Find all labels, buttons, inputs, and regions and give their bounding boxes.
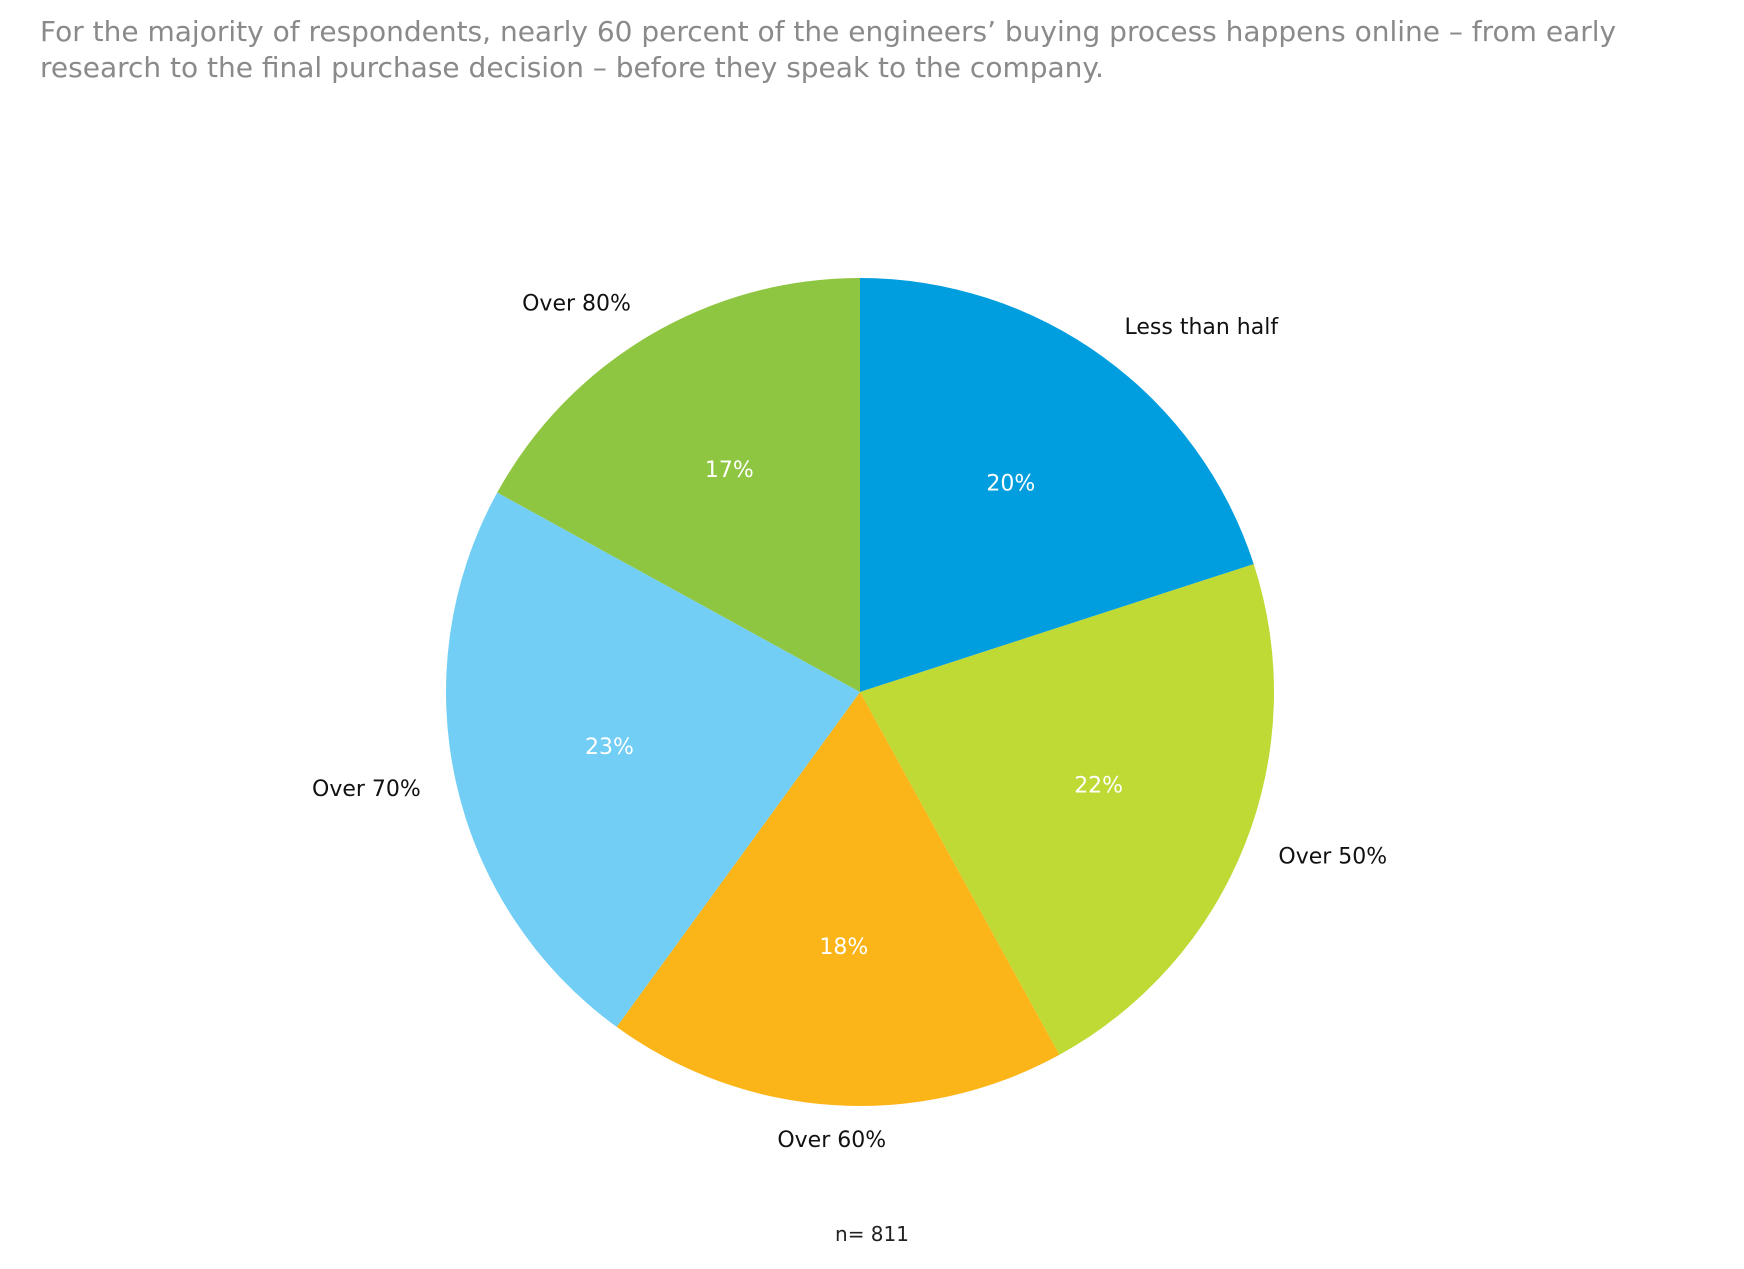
pie-value-label-over-80: 17% [705, 458, 754, 483]
pie-category-label-over-70: Over 70% [312, 777, 421, 802]
pie-category-label-less-than-half: Less than half [1125, 315, 1280, 340]
pie-slice-over-80 [497, 278, 860, 692]
pie-category-label-over-60: Over 60% [777, 1128, 886, 1153]
chart-headline: For the majority of respondents, nearly … [40, 15, 1617, 84]
pie-value-labels: 20% 22% 18% 23% 17% [585, 458, 1123, 960]
pie-category-labels: Less than half Over 50% Over 60% Over 70% Ov… [312, 292, 1387, 1153]
pie-value-label-over-60: 18% [819, 935, 868, 960]
pie-value-label-over-50: 22% [1074, 773, 1123, 798]
pie-slice-less-than-half [860, 278, 1254, 692]
pie-slices [446, 278, 1274, 1106]
pie-slice-over-70 [446, 492, 860, 1027]
pie-category-label-over-50: Over 50% [1278, 845, 1387, 870]
pie-value-label-over-70: 23% [585, 735, 634, 760]
sample-size-note: n= 811 [835, 1222, 909, 1246]
pie-category-label-over-80: Over 80% [522, 292, 631, 317]
pie-slice-over-60 [616, 692, 1060, 1106]
pie-value-label-less-than-half: 20% [986, 471, 1035, 496]
pie-slice-over-50 [860, 564, 1274, 1055]
